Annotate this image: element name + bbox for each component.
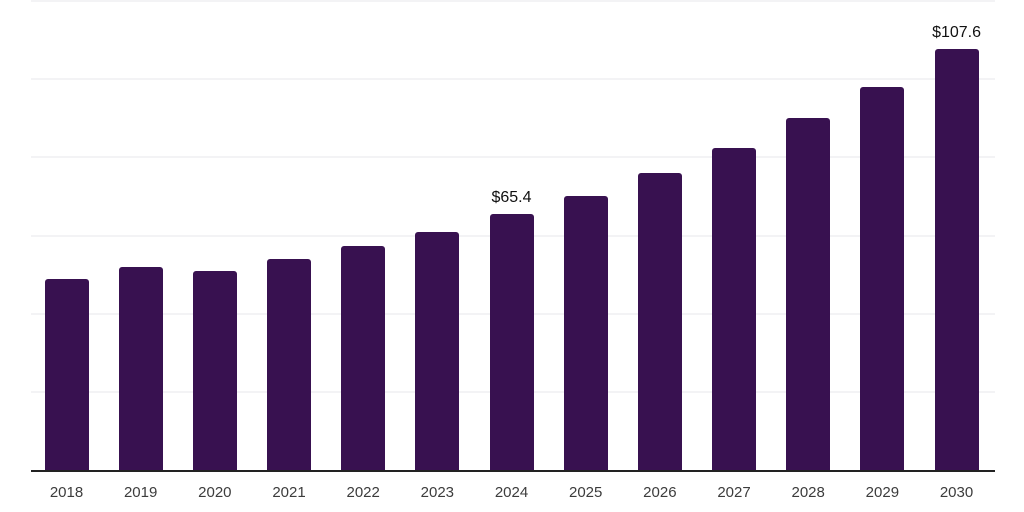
bar-2026 [637, 173, 682, 470]
bar-value-label-2024: $65.4 [491, 189, 532, 207]
gridline-120 [31, 0, 995, 2]
bar-2023 [415, 231, 460, 470]
x-tick-label-2027: 2027 [717, 484, 751, 501]
x-tick-label-2023: 2023 [420, 484, 455, 501]
x-tick-label-2021: 2021 [272, 484, 306, 501]
bar-2020 [192, 270, 237, 470]
x-tick-label-2024: 2024 [494, 484, 529, 501]
bar-2024 [489, 214, 534, 470]
gridline-100 [31, 78, 995, 81]
bar-2027 [712, 147, 757, 470]
bar-2025 [563, 196, 608, 470]
bar-2030 [934, 49, 979, 470]
x-axis: 2018 2019 2020 2021 2022 2023 2024 2025 2026 2027… [0, 483, 1024, 505]
x-tick-label-2030: 2030 [939, 484, 974, 501]
bar-2019 [118, 266, 163, 470]
bar-value-label-2030: $107.6 [932, 24, 981, 42]
x-tick-label-2028: 2028 [791, 484, 825, 501]
bar-2028 [786, 118, 831, 470]
x-tick-label-2019: 2019 [123, 484, 158, 501]
plot-area: $65.4 $107.6 [31, 0, 995, 470]
x-tick-label-2029: 2029 [865, 484, 900, 501]
x-tick-label-2025: 2025 [569, 484, 603, 501]
bar-2018 [44, 278, 89, 470]
bar-2022 [341, 246, 386, 470]
x-tick-label-2022: 2022 [346, 484, 380, 501]
x-tick-label-2018: 2018 [49, 484, 84, 501]
bar-2021 [267, 258, 311, 470]
bar-2029 [860, 86, 905, 470]
gridline-80 [31, 156, 995, 159]
x-tick-label-2020: 2020 [198, 484, 232, 501]
x-tick-label-2026: 2026 [643, 484, 677, 501]
x-axis-line [31, 470, 995, 472]
